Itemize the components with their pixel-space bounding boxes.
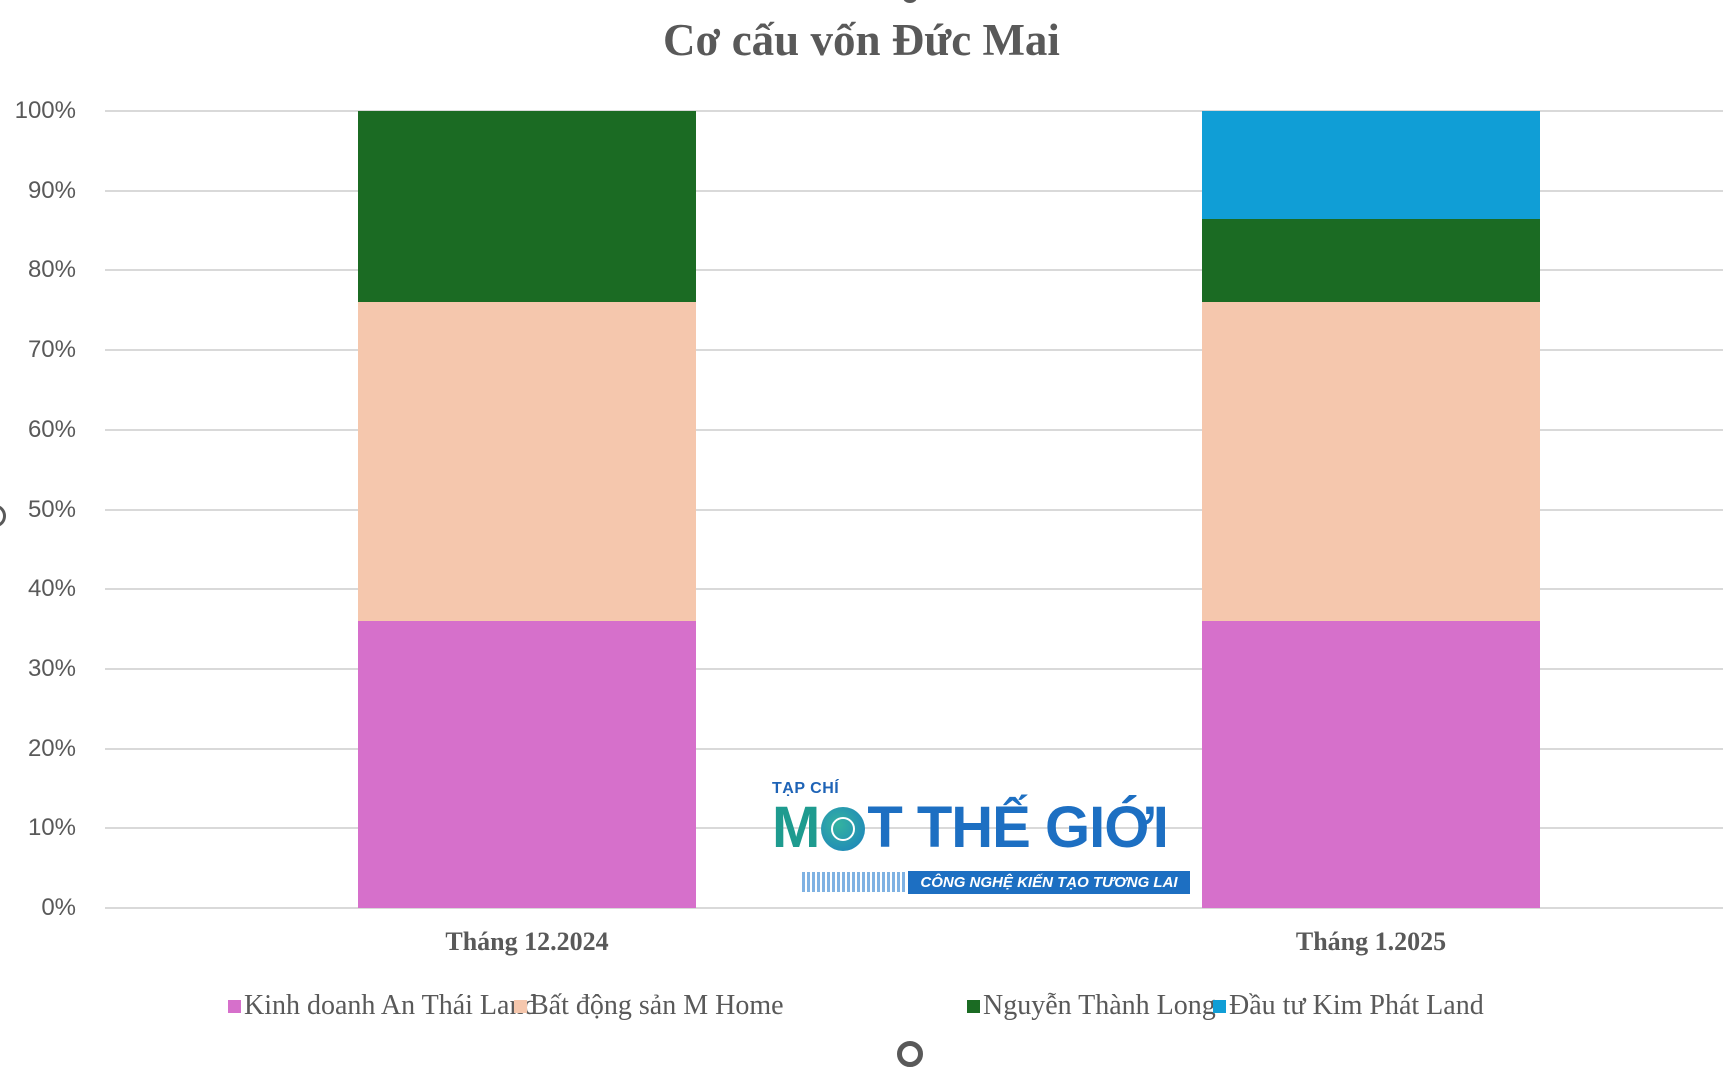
y-tick-label: 0% [41,894,76,921]
legend-item: Nguyễn Thành Long [967,986,1216,1026]
y-tick-label: 80% [27,256,76,284]
cropped-glyph-fragment [903,0,917,3]
gridline [105,827,1723,830]
gridline [105,508,1723,511]
legend-swatch-icon [514,999,527,1013]
legend-item: Bất động sản M Home [514,986,784,1026]
legend-swatch-icon [228,999,241,1013]
cropped-glyph-fragment [897,1041,923,1067]
legend-swatch-icon [967,999,980,1013]
plot-area [105,110,1723,909]
y-tick-label: 100% [14,97,76,124]
legend-label: Nguyễn Thành Long [983,990,1216,1021]
logo-small-text: TẠP CHÍ [772,780,840,797]
gridline [105,189,1723,192]
bar-segment [1202,111,1540,220]
legend-label: Kinh doanh An Thái Land [244,990,538,1021]
bar-segment [1202,302,1540,622]
bar-segment [1202,219,1540,303]
gridline [105,349,1723,352]
y-tick-label: 70% [27,336,76,364]
y-tick-label: 90% [27,176,76,204]
bar-segment [358,302,696,622]
logo-dots-decoration [802,872,906,892]
chart-legend: Kinh doanh An Thái Land Bất động sản M Ho… [0,986,1723,1026]
legend-label: Bất động sản M Home [530,990,784,1021]
bar-stack [358,111,696,908]
globe-icon [821,807,866,851]
gridline [105,907,1723,909]
y-tick-label: 50% [27,495,76,523]
legend-item: Đầu tư Kim Phát Land [1213,986,1484,1026]
y-tick-label: 40% [27,575,76,603]
bar-segment [1202,621,1540,908]
legend-label: Đầu tư Kim Phát Land [1229,990,1484,1021]
bar-segment [358,621,696,908]
x-tick-label: Tháng 1.2025 [1295,927,1447,956]
bar-segment [358,111,696,303]
y-tick-label: 10% [27,814,76,842]
legend-item: Kinh doanh An Thái Land [228,986,537,1026]
gridline [105,269,1723,272]
gridline [105,110,1723,112]
y-tick-label: 20% [27,734,76,762]
bar-stack [1202,111,1540,908]
y-tick-label: 30% [27,654,76,682]
legend-swatch-icon [1213,999,1226,1013]
gridline [105,747,1723,750]
logo-tagline: CÔNG NGHỆ KIẾN TẠO TƯƠNG LAI [908,871,1190,894]
gridline [105,667,1723,670]
gridline [105,428,1723,431]
x-tick-label: Tháng 12.2024 [445,927,609,956]
chart-title: Cơ cấu vốn Đức Mai [663,15,1060,65]
gridline [105,588,1723,591]
y-tick-label: 60% [27,415,76,443]
